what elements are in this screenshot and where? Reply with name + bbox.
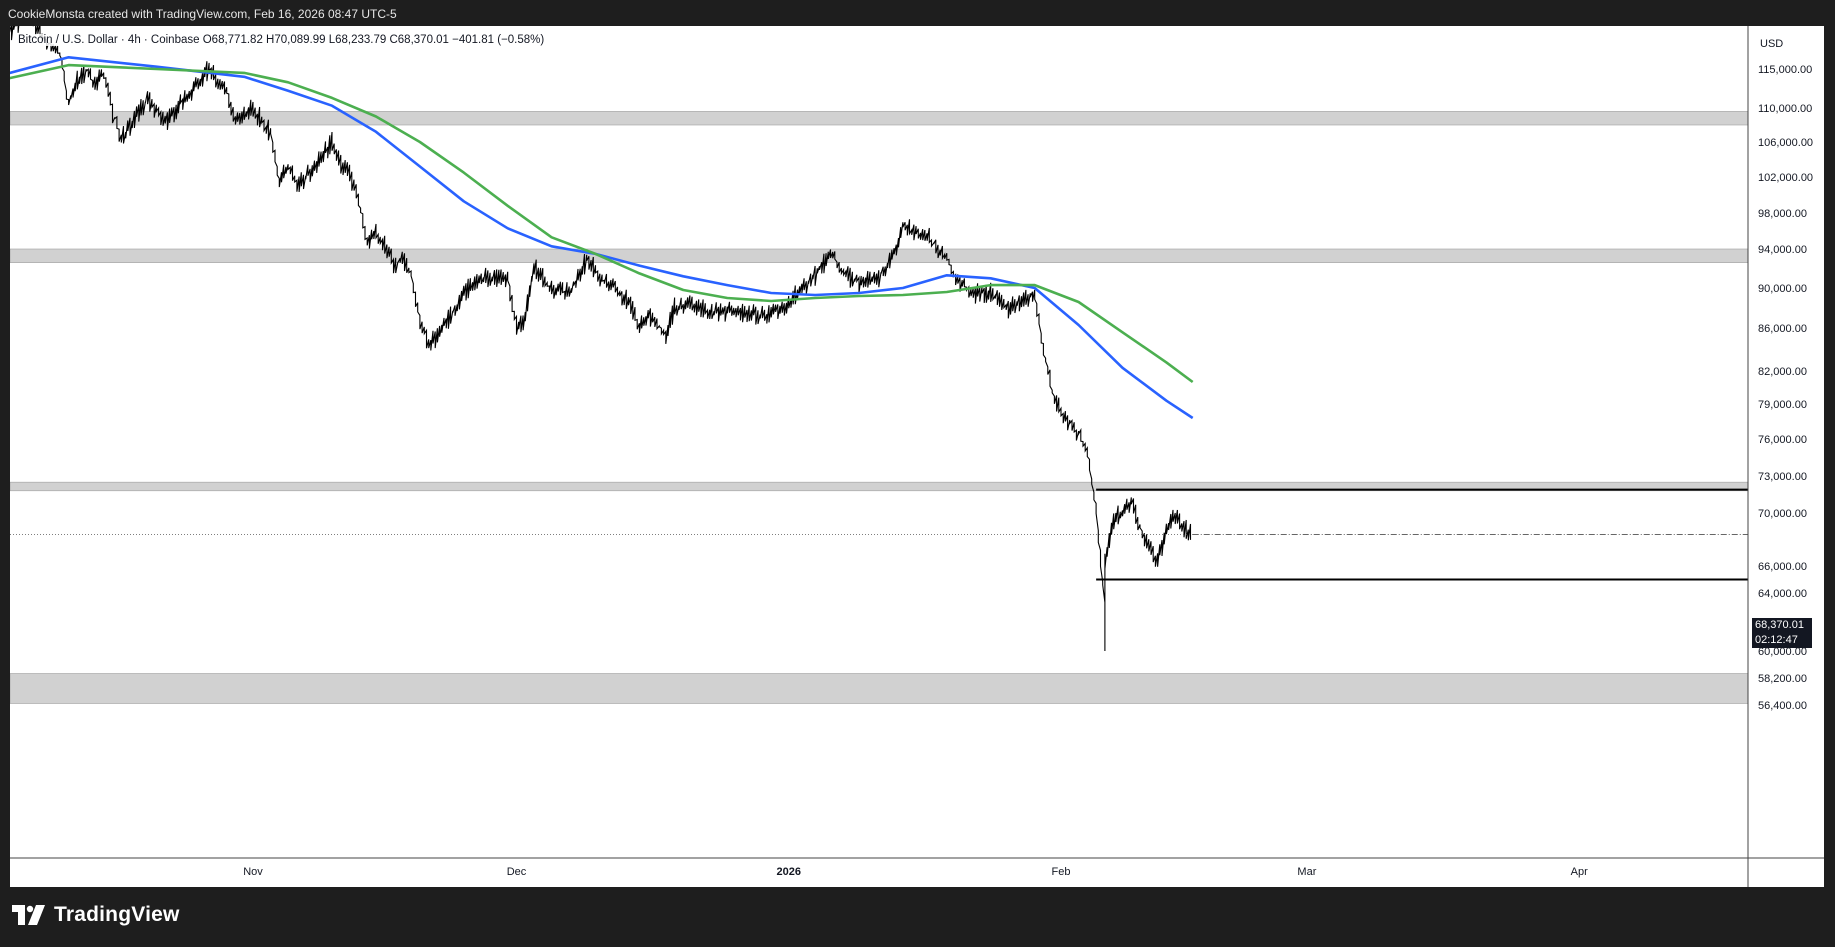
candle-countdown-tag: 02:12:47	[1752, 633, 1812, 648]
last-price-tag: 68,370.01	[1752, 618, 1812, 633]
legend-low: L68,233.79	[328, 34, 387, 46]
time-tick-label: Feb	[1052, 866, 1071, 878]
legend-symbol: Bitcoin / U.S. Dollar · 4h · Coinbase	[18, 34, 200, 46]
support-resistance-zone[interactable]	[10, 673, 1749, 704]
price-tick-label: 86,000.00	[1758, 323, 1807, 335]
price-tick-label: 60,000.00	[1758, 646, 1807, 658]
time-tick-label: Nov	[243, 866, 263, 878]
tradingview-logo-icon	[12, 905, 45, 925]
moving-average-slow[interactable]	[10, 63, 1194, 384]
price-chart[interactable]: 115,000.00 110,000.00 106,000.00 102,000.00…	[10, 26, 1824, 887]
price-tick-label: 98,000.00	[1758, 208, 1807, 220]
tradingview-logo[interactable]: TradingView	[12, 901, 180, 929]
tradingview-wordmark: TradingView	[54, 903, 180, 926]
price-tick-label: 106,000.00	[1758, 137, 1813, 149]
price-tick-label: 76,000.00	[1758, 434, 1807, 446]
price-tick-label: 90,000.00	[1758, 283, 1807, 295]
price-tick-label: 79,000.00	[1758, 399, 1807, 411]
time-tick-label: Mar	[1297, 866, 1316, 878]
time-tick-label: Dec	[507, 866, 527, 878]
legend-change: −401.81 (−0.58%)	[452, 34, 545, 46]
footer: TradingView	[0, 887, 1835, 947]
symbol-legend: Bitcoin / U.S. Dollar · 4h · Coinbase O6…	[14, 34, 549, 46]
time-tick-label: Apr	[1571, 866, 1588, 878]
currency-label[interactable]: USD	[1760, 38, 1784, 50]
price-tick-label: 115,000.00	[1758, 64, 1812, 76]
price-tick-label: 56,400.00	[1758, 700, 1807, 712]
support-resistance-zone[interactable]	[10, 248, 1749, 263]
legend-high: H70,089.99	[266, 34, 326, 46]
time-tick-label: 2026	[776, 866, 800, 878]
price-tick-label: 64,000.00	[1758, 588, 1807, 600]
price-tick-label: 70,000.00	[1758, 508, 1807, 520]
plot-background	[10, 26, 1824, 887]
price-tick-label: 58,200.00	[1758, 673, 1807, 685]
price-tick-label: 82,000.00	[1758, 366, 1807, 378]
attribution-bar: CookieMonsta created with TradingView.co…	[0, 0, 1835, 26]
attribution-text: CookieMonsta created with TradingView.co…	[8, 7, 397, 21]
legend-open: O68,771.82	[202, 34, 263, 46]
support-resistance-zone[interactable]	[10, 111, 1749, 126]
price-tick-label: 102,000.00	[1758, 172, 1813, 184]
price-tick-label: 73,000.00	[1758, 471, 1807, 483]
price-tick-label: 94,000.00	[1758, 244, 1807, 256]
price-tick-label: 66,000.00	[1758, 561, 1807, 573]
price-candles[interactable]	[10, 26, 1192, 651]
price-tick-label: 110,000.00	[1758, 103, 1812, 115]
legend-close: C68,370.01	[389, 34, 449, 46]
